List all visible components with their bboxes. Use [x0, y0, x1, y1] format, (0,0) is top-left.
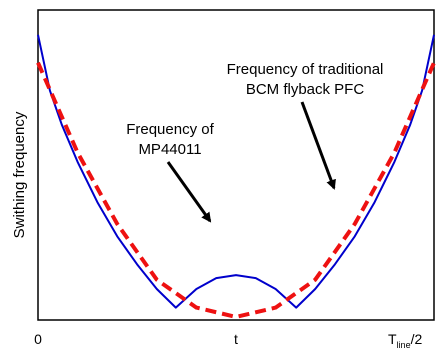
annotation-mp44011-line1: Frequency of — [126, 121, 214, 138]
annotation-bcm-line2: BCM flyback PFC — [246, 81, 365, 98]
series-line-bcm-flyback — [36, 61, 436, 319]
plot-frame — [37, 9, 435, 321]
x-tick-label-t: t — [234, 331, 238, 347]
arrow-bcm — [300, 101, 336, 190]
annotation-mp44011-line2: MP44011 — [138, 141, 201, 158]
series-layer — [36, 34, 436, 319]
series-line-mp44011 — [37, 34, 435, 309]
x-tick-label-0: 0 — [34, 331, 42, 347]
y-axis-label: Swithing frequency — [11, 111, 28, 238]
x-tick-label-tline: Tline/2 — [388, 331, 422, 350]
arrow-mp44011 — [166, 161, 212, 223]
annotation-bcm-line1: Frequency of traditional — [227, 61, 384, 78]
